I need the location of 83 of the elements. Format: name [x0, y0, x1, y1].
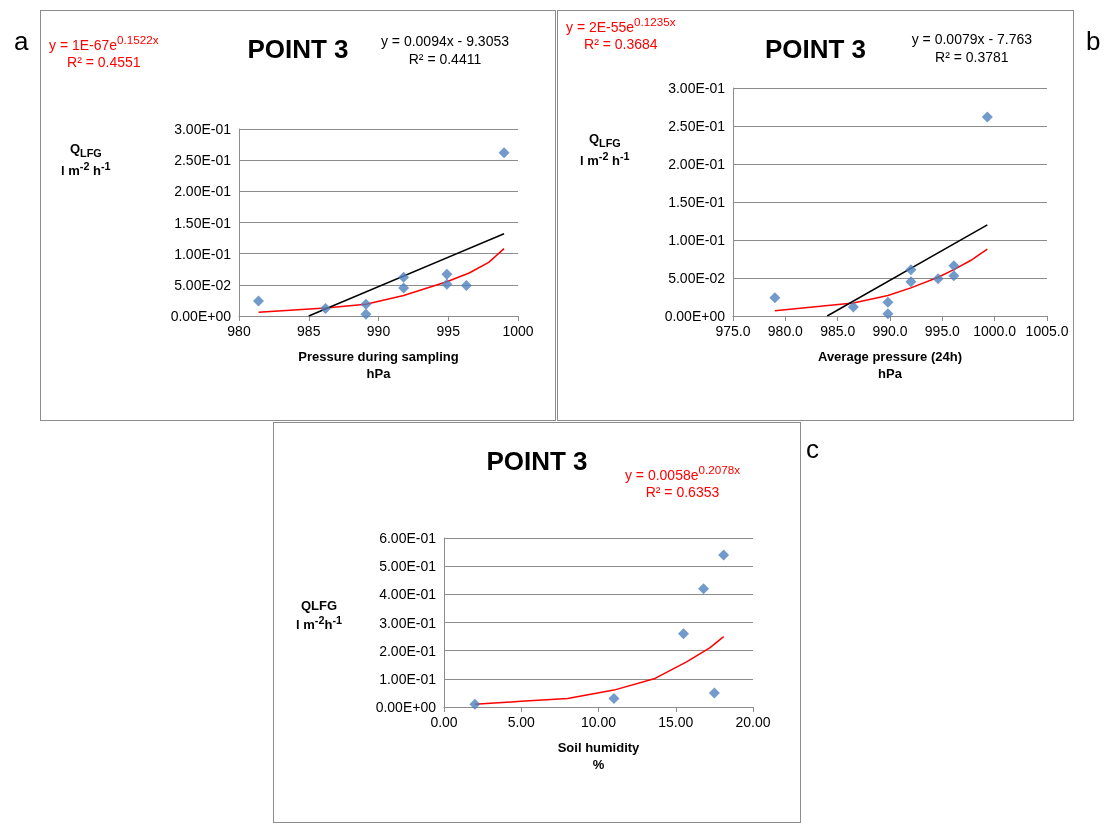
point	[769, 292, 781, 304]
x-tick-label: 975.0	[715, 323, 751, 339]
chart-title: POINT 3	[486, 446, 588, 476]
point	[718, 549, 730, 561]
point	[398, 282, 410, 294]
x-axis-title: Soil humidity %	[557, 740, 641, 772]
point	[882, 308, 894, 320]
text: a	[14, 26, 29, 57]
y-axis-title: Q$_{LFG}$ l m$^{-2}$ h$^{-1}$	[61, 141, 111, 180]
line-series	[257, 247, 505, 314]
point	[360, 298, 372, 310]
text: y = 1E-67e$^{0.1522x}$ R² = 0.4551	[49, 33, 159, 72]
point	[905, 276, 917, 288]
point	[498, 147, 510, 159]
y-tick-label: 2.50E-01	[668, 118, 726, 134]
point	[253, 295, 265, 307]
y-tick-label: 2.00E-01	[174, 183, 232, 200]
y-tick-label: 0.00E+00	[375, 699, 437, 715]
x-tick-label: 995	[436, 323, 461, 339]
point	[948, 270, 960, 282]
y-tick-label: 4.00E-01	[379, 586, 437, 603]
y-tick-label: 1.00E-01	[379, 670, 437, 687]
point	[398, 271, 410, 283]
y-tick-label: 3.00E-01	[668, 80, 726, 96]
y-tick-label: 3.00E-01	[379, 614, 437, 631]
x-tick-label: 980.0	[767, 323, 804, 339]
text: y = 0.0094x - 9.3053 R² = 0.4411	[380, 33, 509, 68]
x-tick-label: 0.00	[430, 714, 458, 730]
y-tick-label: 5.00E-02	[668, 270, 726, 286]
chart-title: POINT 3	[247, 34, 349, 64]
x-tick-label: 980	[227, 323, 251, 339]
y-tick-label: 0.00E+00	[664, 308, 726, 324]
x-tick-label: 1005.0	[1025, 323, 1069, 339]
x-tick-label: 1000.0	[973, 323, 1017, 339]
point	[708, 687, 720, 699]
x-tick-label: 20.00	[735, 714, 771, 730]
x-tick-label: 985.0	[820, 323, 856, 339]
point	[981, 111, 993, 123]
text: y = 2E-55e$^{0.1235x}$ R² = 0.3684	[566, 15, 676, 54]
x-axis-title: Pressure during sampling hPa	[298, 349, 459, 381]
point	[882, 296, 894, 308]
x-tick-label: 1000	[502, 323, 534, 339]
point	[905, 264, 917, 276]
point	[698, 583, 710, 595]
point	[948, 260, 960, 272]
y-tick-label: 5.00E-02	[174, 276, 232, 293]
x-tick-label: 10.00	[580, 714, 617, 730]
point	[441, 278, 453, 290]
text: b	[1086, 26, 1101, 57]
x-tick-label: 990.0	[872, 323, 908, 339]
point	[608, 693, 620, 705]
point	[677, 628, 689, 640]
x-tick-label: 995.0	[924, 323, 961, 339]
y-tick-label: 1.50E-01	[668, 194, 726, 210]
y-tick-label: 2.50E-01	[174, 152, 232, 169]
y-tick-label: 2.00E-01	[379, 642, 437, 659]
y-tick-label: 1.00E-01	[174, 245, 232, 262]
text: c	[806, 434, 819, 465]
point	[847, 301, 859, 313]
x-tick-label: 5.00	[507, 714, 536, 730]
y-tick-label: 0.00E+00	[170, 308, 232, 324]
x-axis-title: Average pressure (24h) hPa	[817, 349, 963, 381]
line-series	[774, 248, 989, 312]
y-tick-label: 6.00E-01	[379, 530, 437, 546]
y-tick-label: 3.00E-01	[174, 121, 232, 137]
point	[319, 303, 331, 315]
y-tick-label: 1.50E-01	[174, 214, 232, 231]
text: y = 0.0079x - 7.763 R² = 0.3781	[911, 31, 1032, 66]
chart-title: POINT 3	[764, 34, 867, 64]
x-tick-label: 985	[297, 323, 321, 339]
point	[932, 273, 944, 285]
x-tick-label: 990	[366, 323, 391, 339]
point	[469, 698, 481, 710]
point	[360, 308, 372, 320]
y-axis-title: Q$_{LFG}$ l m$^{-2}$ h$^{-1}$	[580, 131, 630, 170]
text: y = 0.0058e$^{0.2078x}$ R² = 0.6353	[624, 463, 740, 502]
point	[441, 268, 453, 280]
point	[460, 279, 472, 291]
y-tick-label: 1.00E-01	[668, 232, 726, 248]
x-tick-label: 15.00	[658, 714, 694, 730]
y-axis-title: QLFG l m$^{-2}$h$^{-1}$	[296, 598, 343, 634]
y-tick-label: 2.00E-01	[668, 156, 726, 172]
y-tick-label: 5.00E-01	[379, 558, 437, 575]
